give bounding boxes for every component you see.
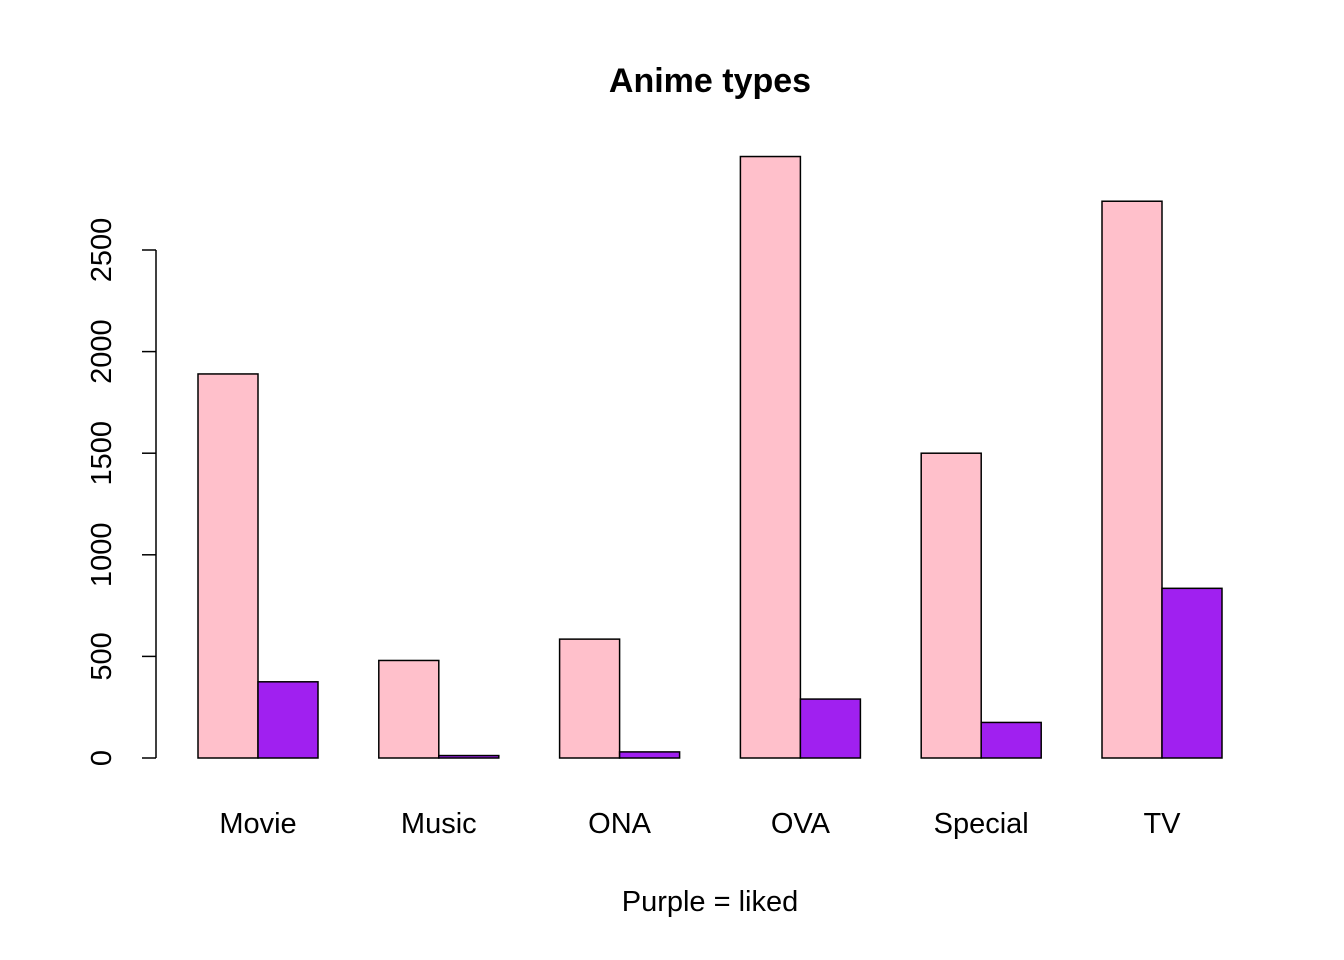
y-tick-label: 500 <box>86 632 118 680</box>
y-tick-label: 1000 <box>86 523 118 588</box>
x-axis-label: Purple = liked <box>622 886 799 918</box>
bar-tv-series-2 <box>1161 587 1223 759</box>
bar-tv-series-1 <box>1101 200 1163 759</box>
category-label: TV <box>1143 808 1181 840</box>
category-label: OVA <box>771 808 831 840</box>
bar-ova-series-1 <box>739 155 802 759</box>
bar-ona-series-1 <box>558 638 621 759</box>
bars <box>197 155 1223 759</box>
y-tick-label: 0 <box>86 750 118 766</box>
category-label: Music <box>401 808 477 840</box>
bar-movie-series-2 <box>257 681 319 759</box>
bar-music-series-2 <box>438 754 500 759</box>
bar-music-series-1 <box>378 659 440 759</box>
category-label: ONA <box>588 808 652 840</box>
y-tick-label: 1500 <box>86 421 118 486</box>
category-labels: Movie Music ONA OVA Special TV <box>219 808 1181 840</box>
bar-ona-series-2 <box>618 751 681 759</box>
y-axis: 0 500 1000 1500 2000 2500 <box>86 218 157 766</box>
y-tick-label: 2000 <box>86 319 118 384</box>
bar-movie-series-1 <box>197 373 259 759</box>
bar-special-series-2 <box>980 721 1042 759</box>
category-label: Movie <box>219 808 296 840</box>
category-label: Special <box>934 808 1029 840</box>
bar-special-series-1 <box>920 452 982 759</box>
y-tick-label: 2500 <box>86 218 118 283</box>
chart-title: Anime types <box>609 62 811 100</box>
bar-ova-series-2 <box>799 698 862 759</box>
